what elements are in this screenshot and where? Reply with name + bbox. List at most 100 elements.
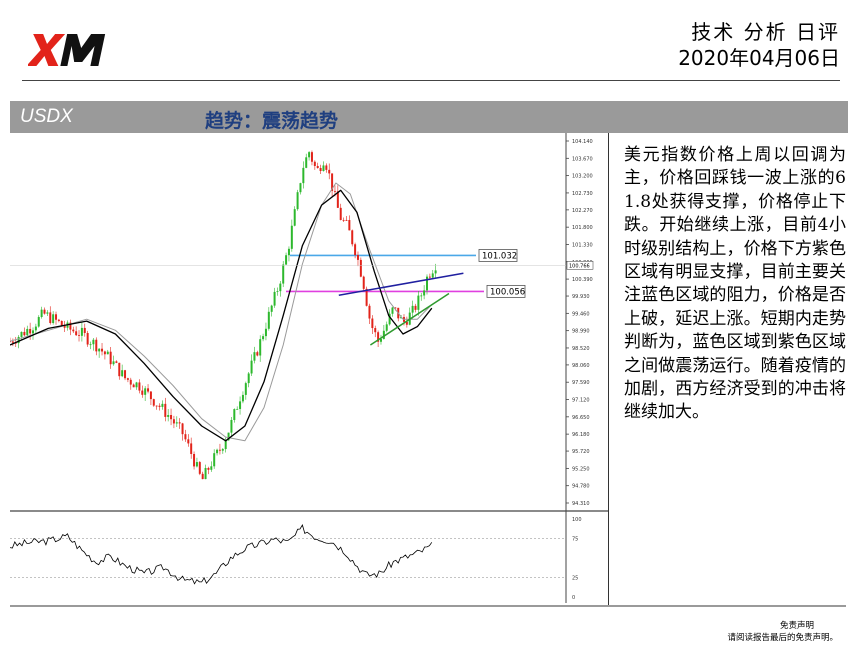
candle-body	[230, 419, 233, 433]
candle-body	[345, 219, 348, 221]
candle-body	[155, 405, 158, 407]
candle-body	[264, 328, 267, 337]
price-tick-label: 96.180	[572, 432, 590, 438]
candle-body	[290, 225, 293, 249]
candle-body	[319, 168, 322, 172]
current-price-label: 100.766	[569, 263, 590, 269]
candle-body	[101, 348, 104, 352]
price-tick-label: 104.140	[572, 139, 593, 145]
candle-body	[20, 331, 23, 337]
candle-body	[124, 370, 127, 379]
price-chart: 101.032 100.056 104.140 103.670 103.200 102.…	[10, 133, 608, 603]
candle-body	[368, 305, 371, 319]
candle-body	[400, 317, 403, 319]
candle-body	[279, 283, 282, 292]
candle-body	[253, 352, 256, 361]
report-date: 2020年04月06日	[678, 46, 840, 70]
candle-body	[221, 449, 224, 451]
candle-body	[391, 307, 394, 314]
candle-body	[23, 331, 26, 336]
price-tick-label: 99.460	[572, 311, 590, 317]
candle-body	[46, 312, 49, 314]
candle-body	[267, 311, 270, 329]
candle-body	[247, 373, 250, 384]
candle-body	[158, 405, 161, 407]
candle-body	[170, 415, 173, 420]
candle-body	[121, 370, 124, 377]
candle-body	[313, 161, 316, 166]
candle-body	[181, 423, 184, 435]
candle-body	[374, 328, 377, 333]
candle-body	[126, 378, 129, 380]
candle-body	[250, 360, 253, 374]
price-tick-label: 100.390	[572, 277, 593, 283]
candle-body	[37, 317, 40, 327]
candle-body	[336, 191, 339, 208]
candle-body	[342, 219, 345, 221]
candle-body	[103, 351, 106, 355]
candle-body	[112, 361, 115, 365]
candle-body	[316, 165, 319, 169]
candle-body	[141, 390, 144, 395]
candle-body	[106, 351, 109, 355]
price-tick-label: 102.270	[572, 208, 593, 214]
candle-body	[302, 167, 305, 184]
candle-body	[55, 314, 58, 320]
ma-slow-line	[10, 182, 433, 442]
disclaimer-note: 请阅读报告最后的免责声明。	[727, 633, 838, 643]
candle-body	[356, 254, 359, 260]
candle-body	[394, 307, 397, 309]
candle-body	[167, 415, 170, 417]
candle-body	[414, 305, 417, 310]
candle-body	[382, 330, 385, 339]
chart-frame	[10, 133, 608, 603]
candle-body	[10, 341, 11, 343]
candle-body	[204, 467, 207, 480]
ma-fast-line	[10, 189, 433, 442]
symbol-label: USDX	[20, 106, 73, 127]
candle-body	[201, 473, 204, 480]
candle-body	[348, 220, 351, 231]
channel-line	[338, 272, 464, 297]
candle-body	[276, 291, 279, 292]
candle-body	[328, 169, 331, 174]
candle-body	[431, 273, 434, 278]
candle-body	[213, 453, 216, 467]
candle-body	[178, 422, 181, 424]
candle-body	[354, 244, 357, 255]
candle-body	[152, 399, 155, 406]
current-price-box	[566, 261, 594, 270]
candle-body	[310, 152, 313, 162]
candle-body	[34, 326, 37, 331]
osc-tick-label: 0	[572, 595, 575, 601]
candle-body	[17, 336, 20, 344]
candle-body	[388, 313, 391, 325]
price-tick-label: 95.250	[572, 466, 590, 472]
candle-body	[325, 165, 328, 170]
candle-body	[262, 336, 265, 340]
candle-body	[190, 443, 193, 455]
candle-body	[83, 327, 86, 333]
candle-body	[331, 173, 334, 191]
price-tick-label: 96.650	[572, 415, 590, 421]
candle-body	[147, 388, 150, 392]
candle-body	[26, 328, 29, 336]
price-tick-label: 103.670	[572, 156, 593, 162]
candle-body	[72, 329, 75, 332]
candle-body	[32, 330, 35, 334]
candle-body	[69, 322, 72, 330]
candle-body	[187, 439, 190, 444]
candle-body	[115, 361, 118, 363]
candle-body	[239, 401, 242, 409]
candle-body	[132, 384, 135, 388]
candle-body	[118, 362, 121, 377]
candle-body	[293, 209, 296, 226]
candle-body	[98, 348, 101, 352]
candle-body	[241, 394, 244, 402]
price-tick-label: 101.800	[572, 225, 593, 231]
osc-tick-label: 100	[572, 517, 582, 523]
candle-body	[296, 192, 299, 210]
candle-body	[92, 339, 95, 345]
price-tick-label: 98.990	[572, 329, 590, 335]
footer-divider	[10, 605, 846, 607]
